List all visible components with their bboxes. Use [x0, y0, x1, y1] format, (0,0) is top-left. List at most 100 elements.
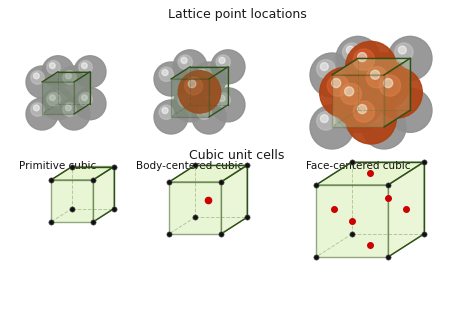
Circle shape: [42, 88, 74, 120]
Text: Cubic unit cells: Cubic unit cells: [189, 149, 285, 162]
Circle shape: [34, 105, 39, 111]
Circle shape: [65, 105, 71, 111]
Circle shape: [49, 95, 55, 100]
Circle shape: [345, 87, 354, 96]
Circle shape: [47, 61, 60, 74]
Circle shape: [74, 56, 106, 88]
Circle shape: [346, 98, 354, 106]
Circle shape: [373, 63, 380, 70]
Text: Body-centered cubic: Body-centered cubic: [137, 161, 244, 171]
Circle shape: [357, 105, 367, 114]
Circle shape: [320, 63, 328, 70]
Circle shape: [159, 105, 173, 119]
Circle shape: [317, 60, 335, 78]
Circle shape: [369, 112, 387, 130]
Circle shape: [162, 107, 168, 113]
Circle shape: [388, 88, 432, 132]
Circle shape: [42, 56, 74, 88]
Circle shape: [211, 88, 245, 122]
Circle shape: [333, 76, 383, 126]
Circle shape: [49, 63, 55, 69]
Circle shape: [47, 93, 60, 106]
Circle shape: [340, 83, 362, 105]
Circle shape: [192, 62, 226, 96]
Circle shape: [310, 105, 354, 149]
Circle shape: [216, 55, 230, 69]
Circle shape: [178, 71, 221, 113]
Circle shape: [346, 46, 354, 54]
Circle shape: [31, 103, 44, 116]
Polygon shape: [171, 67, 228, 79]
Polygon shape: [42, 82, 74, 114]
Circle shape: [343, 43, 361, 61]
Circle shape: [343, 95, 361, 113]
Polygon shape: [384, 58, 410, 127]
Polygon shape: [332, 75, 384, 127]
Circle shape: [383, 78, 392, 88]
Circle shape: [34, 73, 39, 79]
Text: Primitive cubic: Primitive cubic: [19, 161, 97, 171]
Circle shape: [159, 67, 173, 82]
Circle shape: [173, 50, 207, 84]
Circle shape: [346, 41, 396, 92]
Circle shape: [398, 98, 406, 106]
Circle shape: [362, 105, 406, 149]
Circle shape: [357, 52, 367, 62]
Circle shape: [398, 46, 406, 54]
Circle shape: [82, 95, 87, 100]
Circle shape: [200, 70, 206, 76]
Polygon shape: [332, 58, 410, 75]
Polygon shape: [74, 72, 90, 114]
Circle shape: [394, 95, 413, 113]
Text: Lattice point locations: Lattice point locations: [168, 8, 306, 21]
Circle shape: [154, 100, 188, 134]
Circle shape: [336, 88, 380, 132]
Circle shape: [379, 75, 401, 96]
Circle shape: [366, 67, 388, 88]
Circle shape: [58, 98, 90, 130]
Polygon shape: [316, 185, 388, 257]
Circle shape: [181, 57, 187, 64]
Circle shape: [327, 75, 348, 96]
Circle shape: [373, 115, 380, 123]
Polygon shape: [51, 180, 93, 222]
Circle shape: [317, 112, 335, 130]
Circle shape: [200, 107, 206, 113]
Circle shape: [63, 103, 76, 116]
Circle shape: [219, 57, 225, 64]
Circle shape: [63, 71, 76, 84]
Polygon shape: [171, 79, 209, 117]
Circle shape: [181, 95, 187, 101]
Polygon shape: [221, 165, 247, 234]
Circle shape: [369, 60, 387, 78]
Polygon shape: [42, 72, 90, 82]
Circle shape: [310, 53, 354, 97]
Circle shape: [332, 78, 341, 88]
Circle shape: [320, 115, 328, 123]
Circle shape: [336, 36, 380, 80]
Circle shape: [372, 67, 422, 118]
Circle shape: [192, 100, 226, 134]
Polygon shape: [169, 165, 247, 182]
Circle shape: [65, 73, 71, 79]
Circle shape: [188, 80, 196, 88]
Circle shape: [353, 101, 374, 122]
Circle shape: [394, 43, 413, 61]
Polygon shape: [316, 162, 424, 185]
Polygon shape: [209, 67, 228, 117]
Circle shape: [79, 93, 92, 106]
Circle shape: [362, 53, 406, 97]
Circle shape: [178, 93, 192, 107]
Circle shape: [26, 98, 58, 130]
Circle shape: [74, 88, 106, 120]
Circle shape: [178, 55, 192, 69]
Circle shape: [371, 70, 380, 79]
Circle shape: [58, 66, 90, 98]
Circle shape: [359, 59, 410, 110]
Polygon shape: [93, 167, 114, 222]
Circle shape: [162, 70, 168, 76]
Circle shape: [26, 66, 58, 98]
Circle shape: [197, 105, 211, 119]
Circle shape: [82, 63, 87, 69]
Circle shape: [185, 77, 202, 95]
